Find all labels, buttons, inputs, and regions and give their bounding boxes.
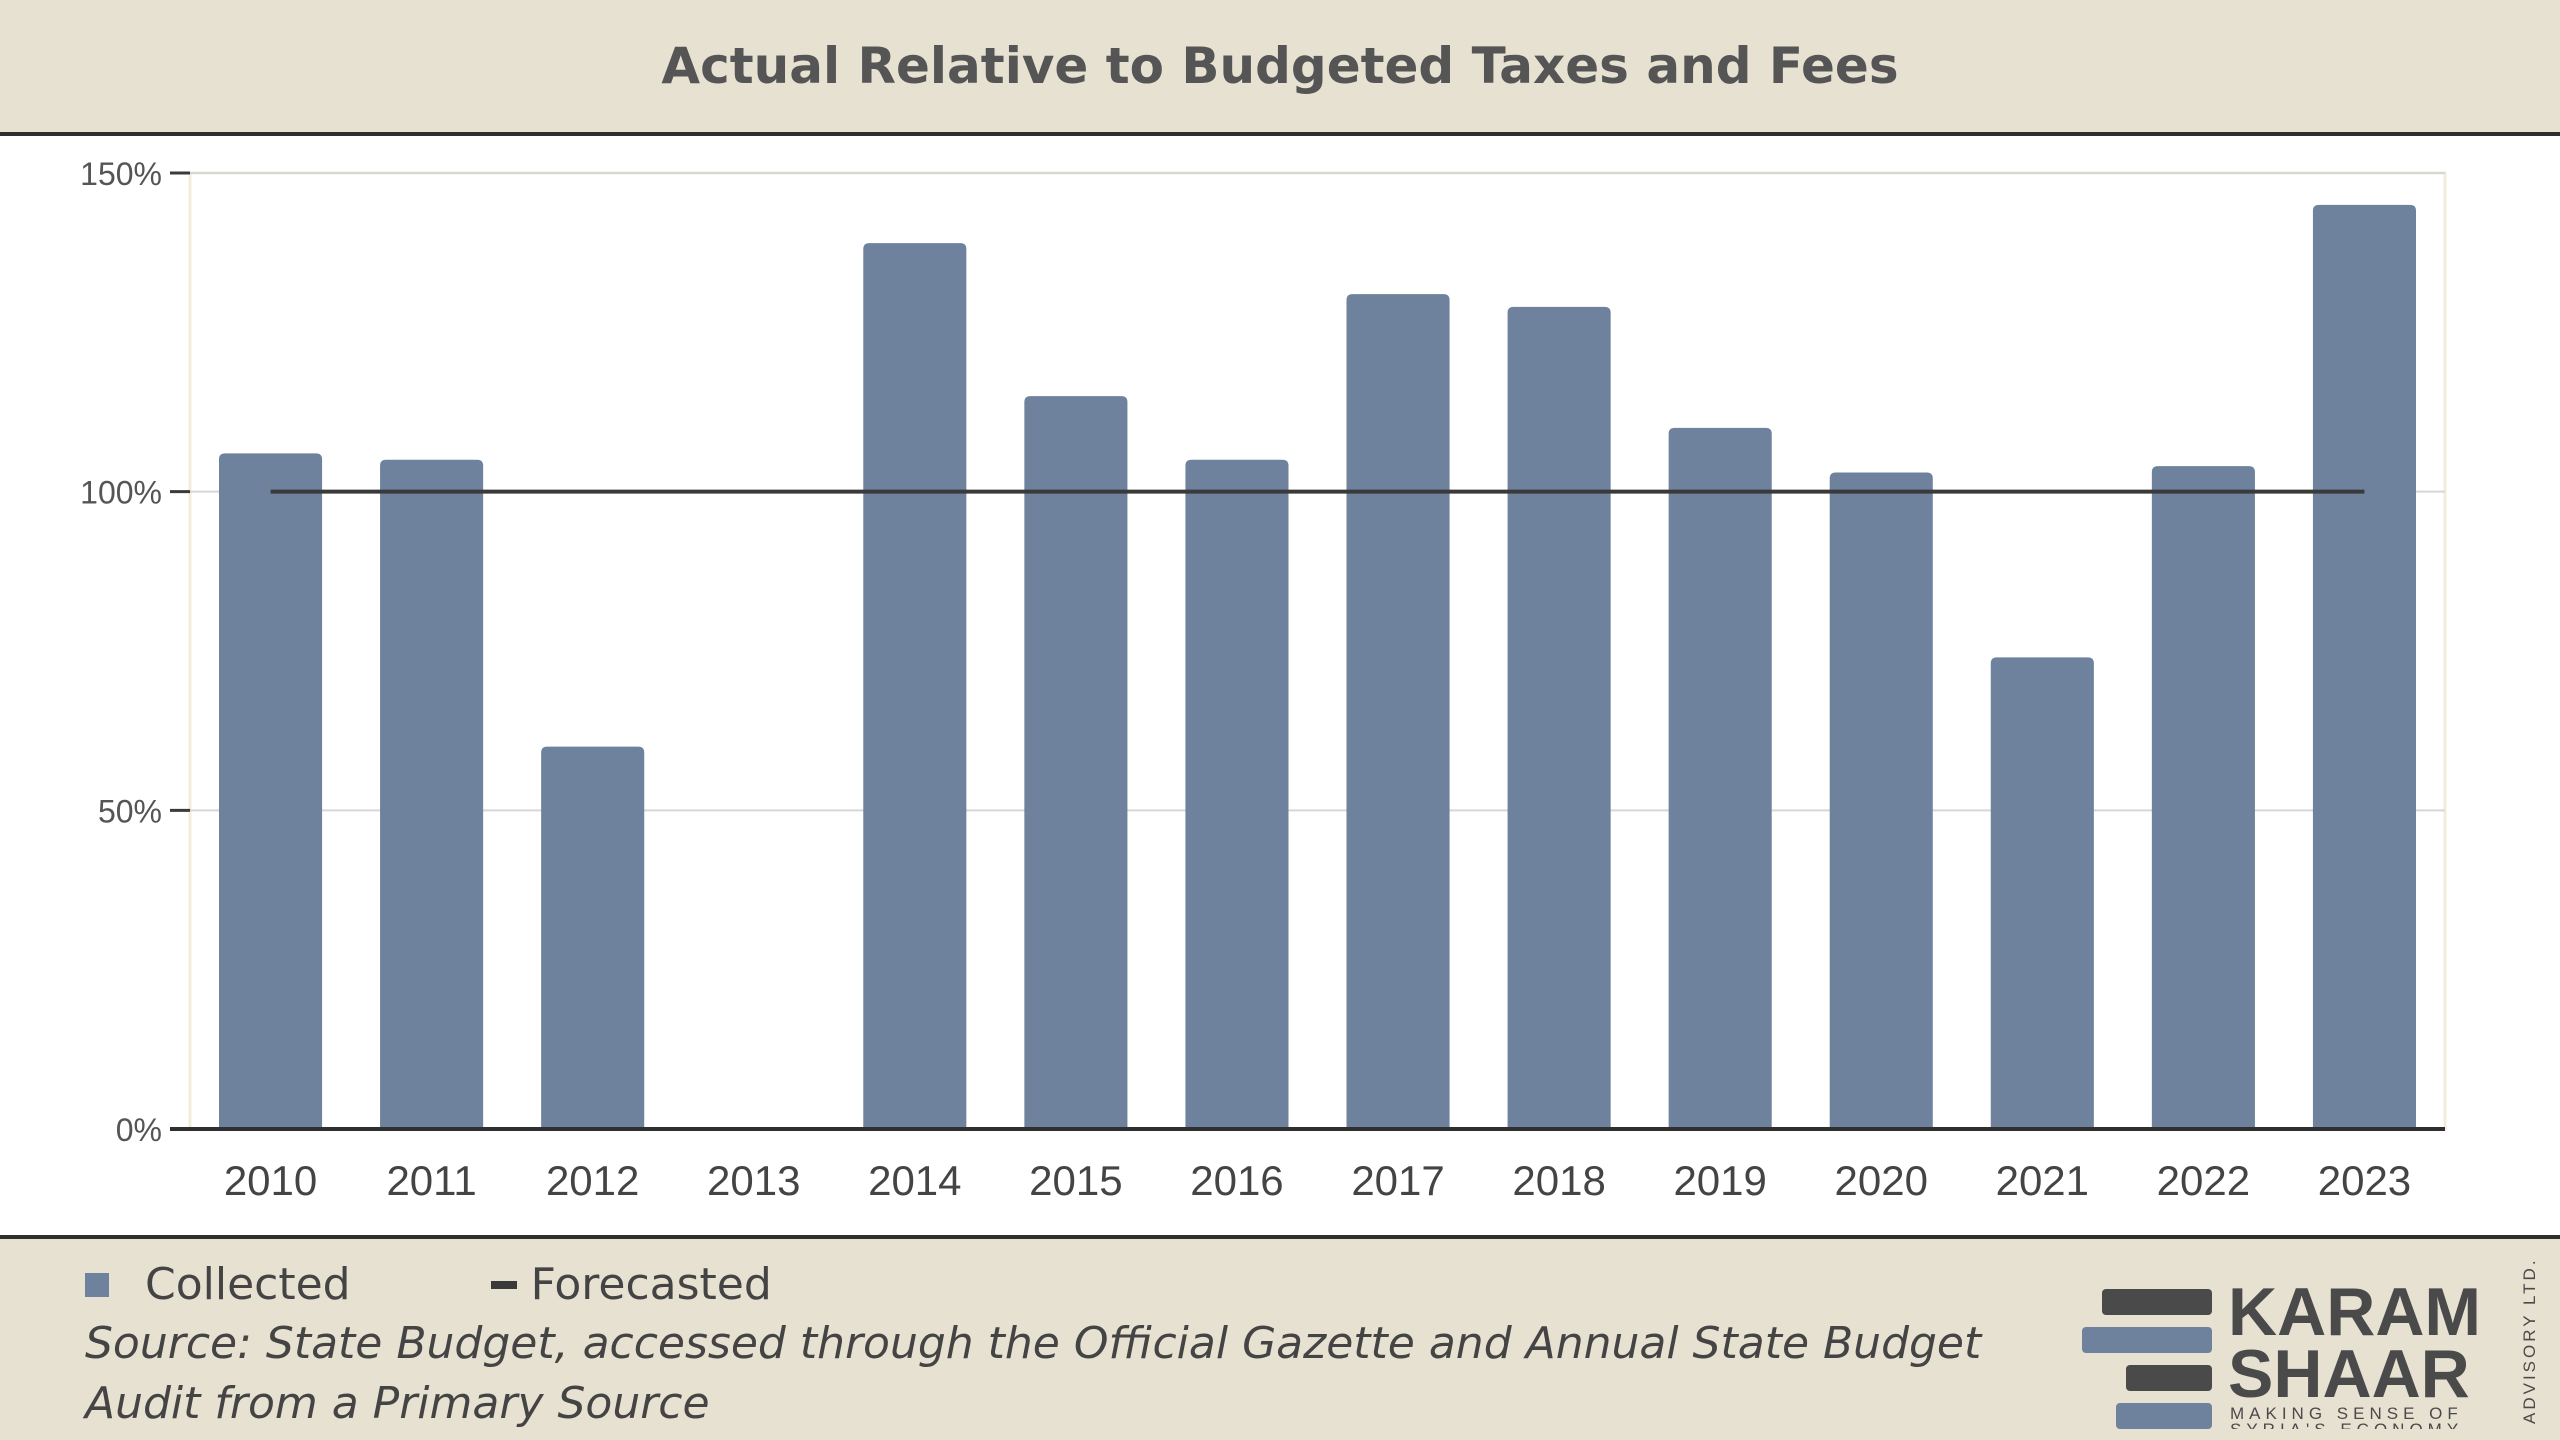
bar-2012 <box>541 746 645 1129</box>
chart-title: Actual Relative to Budgeted Taxes and Fe… <box>661 37 1899 95</box>
bar-2014 <box>863 243 967 1129</box>
x-tick-label: 2019 <box>1673 1157 1766 1204</box>
x-tick-label: 2022 <box>2157 1157 2250 1204</box>
x-tick-label: 2016 <box>1190 1157 1283 1204</box>
x-tick-label: 2018 <box>1512 1157 1605 1204</box>
chart-footer: Collected Forecasted Source: State Budge… <box>0 1239 2560 1440</box>
x-tick-label: 2012 <box>546 1157 639 1204</box>
x-tick-label: 2017 <box>1351 1157 1444 1204</box>
legend-swatch-forecasted <box>490 1280 517 1289</box>
y-tick-label: 50% <box>98 793 162 829</box>
bar-2015 <box>1024 396 1128 1130</box>
x-tick-label: 2011 <box>386 1157 476 1204</box>
chart-header: Actual Relative to Budgeted Taxes and Fe… <box>0 0 2560 136</box>
logo-text-shaar: SHAAR <box>2228 1336 2470 1412</box>
logo-bar-4 <box>2116 1403 2212 1429</box>
bar-2023 <box>2312 204 2417 1129</box>
bar-2011 <box>380 459 484 1129</box>
y-tick-label: 150% <box>80 156 162 192</box>
logo-bar-3 <box>2126 1365 2212 1391</box>
x-tick-label: 2015 <box>1029 1157 1122 1204</box>
legend-item-forecasted: Forecasted <box>490 1259 772 1310</box>
logo-tagline-2: SYRIA'S ECONOMY <box>2230 1420 2463 1429</box>
x-tick-label: 2013 <box>707 1157 800 1204</box>
legend-item-collected: Collected <box>85 1259 351 1310</box>
legend-swatch-collected <box>85 1272 109 1297</box>
bar-2016 <box>1185 459 1289 1129</box>
x-tick-label: 2020 <box>1835 1157 1928 1204</box>
x-tick-label: 2010 <box>224 1157 317 1204</box>
x-tick-label: 2014 <box>868 1157 961 1204</box>
x-tick-label: 2023 <box>2318 1157 2411 1204</box>
legend: Collected Forecasted <box>85 1259 912 1310</box>
plot-area: 0% 50% 100% 150% 2010 2011 2012 2013 2014 2015 201… <box>0 136 2560 1239</box>
y-tick-label: 100% <box>80 475 162 511</box>
karam-shaar-logo: KARAM SHAAR MAKING SENSE OF SYRIA'S ECON… <box>2082 1259 2539 1429</box>
logo-tagline-1: MAKING SENSE OF <box>2230 1404 2463 1423</box>
x-tick-label: 2021 <box>1996 1157 2089 1204</box>
source-note: Source: State Budget, accessed through t… <box>85 1318 1982 1429</box>
bar-2019 <box>1668 427 1772 1129</box>
plot-frame <box>188 171 2447 1131</box>
legend-label-collected: Collected <box>145 1259 351 1310</box>
legend-label-forecasted: Forecasted <box>530 1259 772 1310</box>
bar-2022 <box>2151 466 2255 1129</box>
logo-vertical-text: ADVISORY LTD. <box>2520 1259 2539 1424</box>
logo-text-karam: KARAM <box>2228 1274 2481 1350</box>
bar-2018 <box>1507 306 1611 1130</box>
y-tick-label: 0% <box>116 1112 162 1148</box>
bar-chart: 0% 50% 100% 150% 2010 2011 2012 2013 2014 2015 201… <box>80 156 2447 1204</box>
bar-2020 <box>1829 472 1933 1130</box>
bar-2010 <box>218 453 323 1130</box>
logo-bar-2 <box>2082 1327 2212 1353</box>
logo-bar-1 <box>2102 1289 2212 1315</box>
bar-2021 <box>1990 657 2094 1129</box>
bar-2017 <box>1346 294 1450 1129</box>
